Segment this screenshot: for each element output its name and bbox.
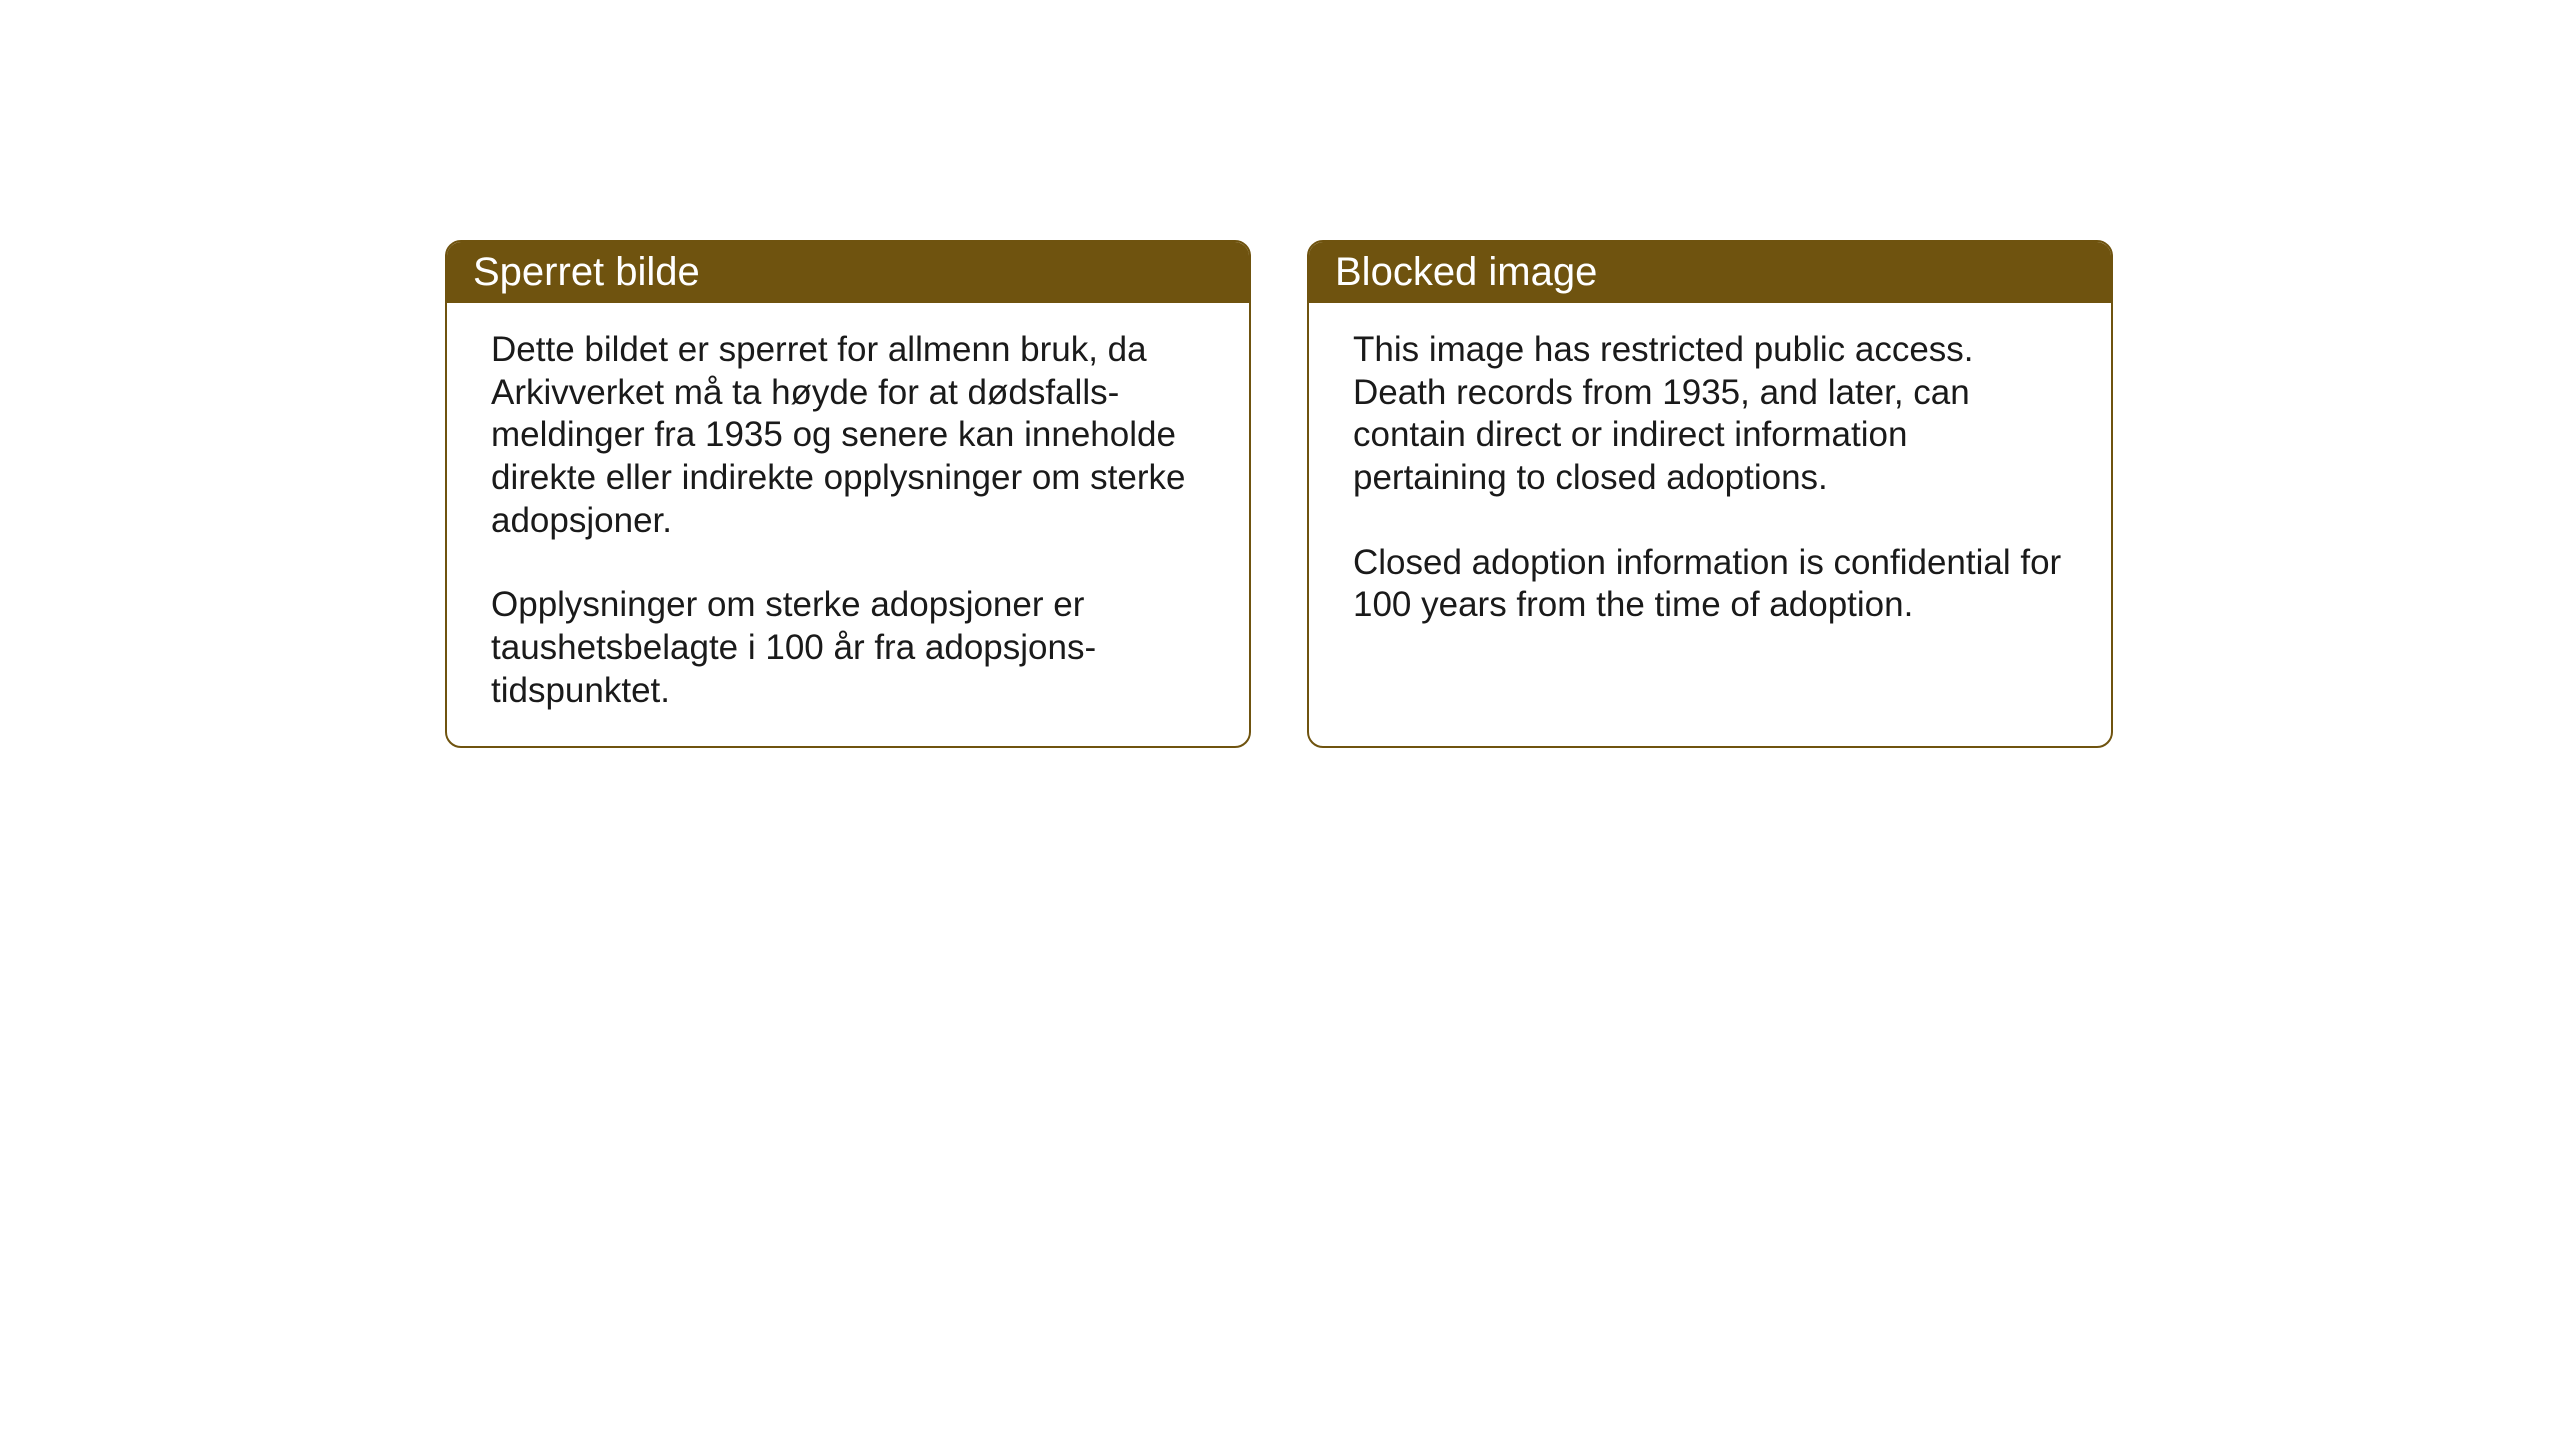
notice-paragraph-2-norwegian: Opplysninger om sterke adopsjoner er tau… — [491, 584, 1205, 712]
notice-header-norwegian: Sperret bilde — [447, 242, 1249, 303]
notice-paragraph-1-norwegian: Dette bildet er sperret for allmenn bruk… — [491, 329, 1205, 542]
notice-body-norwegian: Dette bildet er sperret for allmenn bruk… — [447, 303, 1249, 739]
notice-header-english: Blocked image — [1309, 242, 2111, 303]
notice-title-norwegian: Sperret bilde — [473, 250, 700, 294]
notice-paragraph-1-english: This image has restricted public access.… — [1353, 329, 2067, 500]
notice-container: Sperret bilde Dette bildet er sperret fo… — [445, 240, 2113, 748]
notice-box-norwegian: Sperret bilde Dette bildet er sperret fo… — [445, 240, 1251, 748]
notice-title-english: Blocked image — [1335, 250, 1597, 294]
notice-box-english: Blocked image This image has restricted … — [1307, 240, 2113, 748]
notice-paragraph-2-english: Closed adoption information is confident… — [1353, 542, 2067, 627]
notice-body-english: This image has restricted public access.… — [1309, 303, 2111, 653]
